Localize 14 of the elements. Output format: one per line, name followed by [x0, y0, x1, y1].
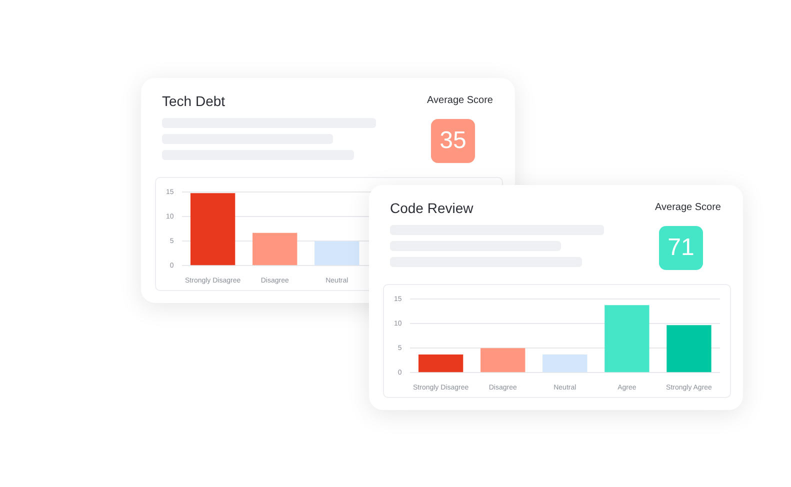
text: Average Score — [427, 95, 493, 106]
bar — [314, 241, 360, 266]
chart-title: Code Review — [390, 200, 474, 216]
bar — [252, 232, 298, 266]
bar — [190, 193, 236, 266]
bar — [418, 354, 464, 372]
text: Average Score — [655, 202, 721, 213]
text: 71 — [659, 226, 703, 270]
bar — [604, 305, 650, 372]
bar — [480, 348, 526, 372]
chart-title: Tech Debt — [162, 93, 226, 109]
bar — [542, 354, 588, 372]
bar — [666, 325, 712, 372]
text: 35 — [431, 119, 475, 163]
